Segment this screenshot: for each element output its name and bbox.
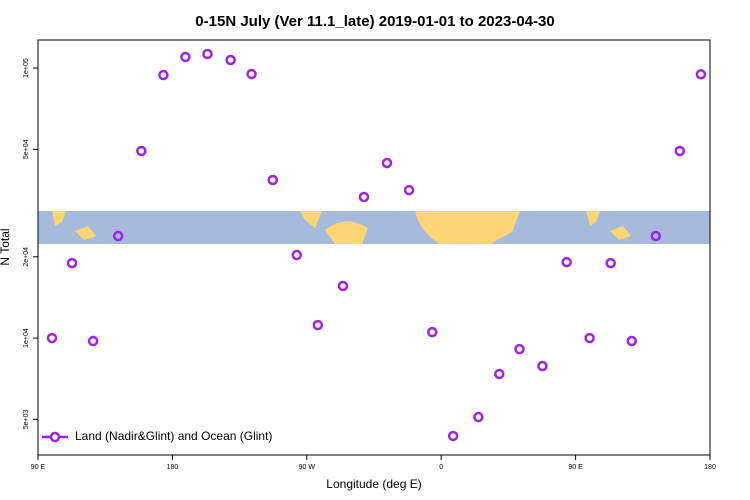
data-point [202, 48, 213, 60]
ocean-band [38, 211, 710, 244]
data-point [403, 184, 415, 196]
data-point [674, 145, 686, 157]
land [610, 226, 631, 240]
data-point [337, 280, 349, 292]
data-point [180, 51, 191, 63]
data-point [381, 157, 393, 169]
land [586, 211, 600, 226]
data-point [87, 335, 99, 347]
plot-frame [37, 39, 711, 456]
data-point [447, 430, 459, 442]
x-tick-label: 90 E [568, 464, 583, 471]
map-band [38, 211, 710, 244]
data-point [66, 257, 78, 269]
y-tick-label: 2e+04 [23, 247, 30, 267]
x-tick-label: 180 [167, 464, 179, 471]
legend-marker [49, 431, 61, 443]
data-point [358, 191, 370, 203]
data-point [561, 256, 572, 268]
data-point [112, 230, 124, 242]
y-tick-label: 5e+03 [23, 409, 30, 429]
land [415, 211, 520, 244]
data-point [158, 69, 169, 81]
data-point [605, 257, 616, 269]
y-tick-label: 1e+05 [23, 58, 30, 78]
x-tick-label: 180 [704, 464, 716, 471]
data-point [537, 360, 548, 372]
data-point [473, 411, 484, 423]
data-point [312, 319, 324, 331]
data-point [246, 68, 257, 80]
y-axis-label: N Total [0, 228, 12, 265]
data-point [494, 368, 505, 380]
data-point [46, 332, 58, 344]
data-point [514, 343, 525, 355]
x-tick-label: 0 [439, 464, 443, 471]
x-axis-label: Longitude (deg E) [326, 477, 421, 491]
y-tick-label: 1e+04 [23, 328, 30, 348]
x-tick-label: 90 E [31, 464, 46, 471]
land [75, 226, 96, 240]
land [325, 221, 368, 244]
data-point [695, 69, 707, 80]
data-point [626, 335, 637, 347]
data-point [584, 332, 595, 344]
data-point [225, 54, 236, 66]
data-point [426, 326, 438, 338]
data-point [267, 174, 279, 186]
data-point [136, 145, 147, 157]
y-tick-label: 5e+04 [23, 139, 30, 159]
data-point [291, 249, 303, 261]
land [52, 211, 66, 226]
chart-title: 0-15N July (Ver 11.1_late) 2019-01-01 to… [195, 13, 554, 30]
x-tick-label: 90 W [299, 464, 316, 471]
land [300, 211, 322, 228]
legend-label: Land (Nadir&Glint) and Ocean (Glint) [75, 429, 272, 443]
data-point [650, 230, 662, 242]
